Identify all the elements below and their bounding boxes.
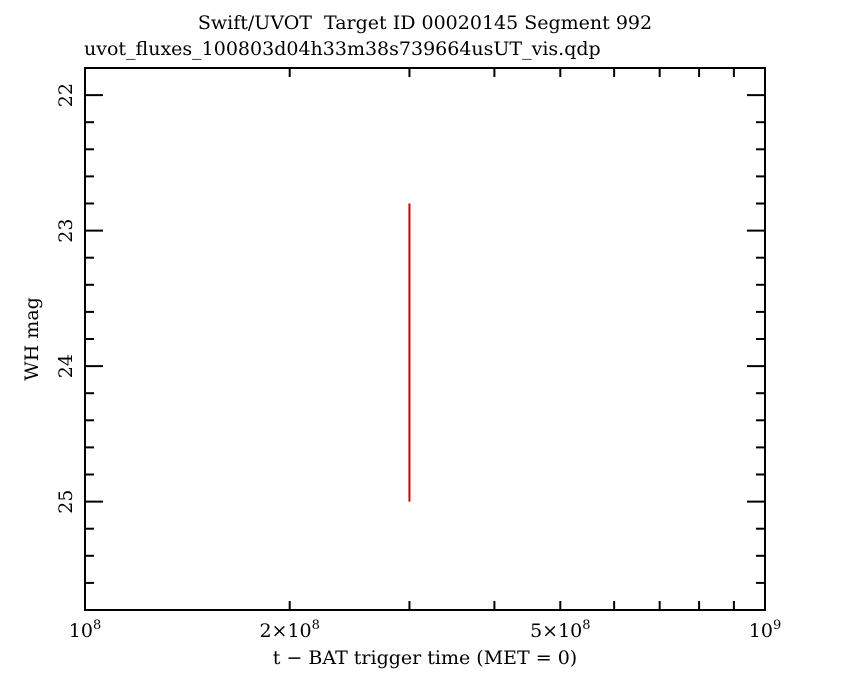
- x-tick-label: 108: [69, 618, 101, 642]
- y-tick-label: 24: [55, 354, 77, 378]
- x-tick-label: 5×108: [530, 618, 590, 642]
- y-tick-label: 23: [55, 219, 77, 243]
- chart-title: Swift/UVOT Target ID 00020145 Segment 99…: [197, 12, 653, 34]
- axis-ticks: [84, 67, 766, 611]
- y-tick-label: 22: [55, 83, 77, 107]
- y-axis-label: WH mag: [21, 297, 43, 381]
- x-tick-label: 2×108: [259, 618, 319, 642]
- x-tick-label: 109: [749, 618, 781, 642]
- axis-tick-labels: 108 2×108 5×108 109 22 23 24 25: [55, 83, 781, 642]
- chart-subtitle: uvot_fluxes_100803d04h33m38s739664usUT_v…: [84, 38, 601, 60]
- plot-frame: [84, 67, 766, 611]
- x-axis-label: t − BAT trigger time (MET = 0): [273, 647, 577, 669]
- y-tick-label: 25: [55, 490, 77, 514]
